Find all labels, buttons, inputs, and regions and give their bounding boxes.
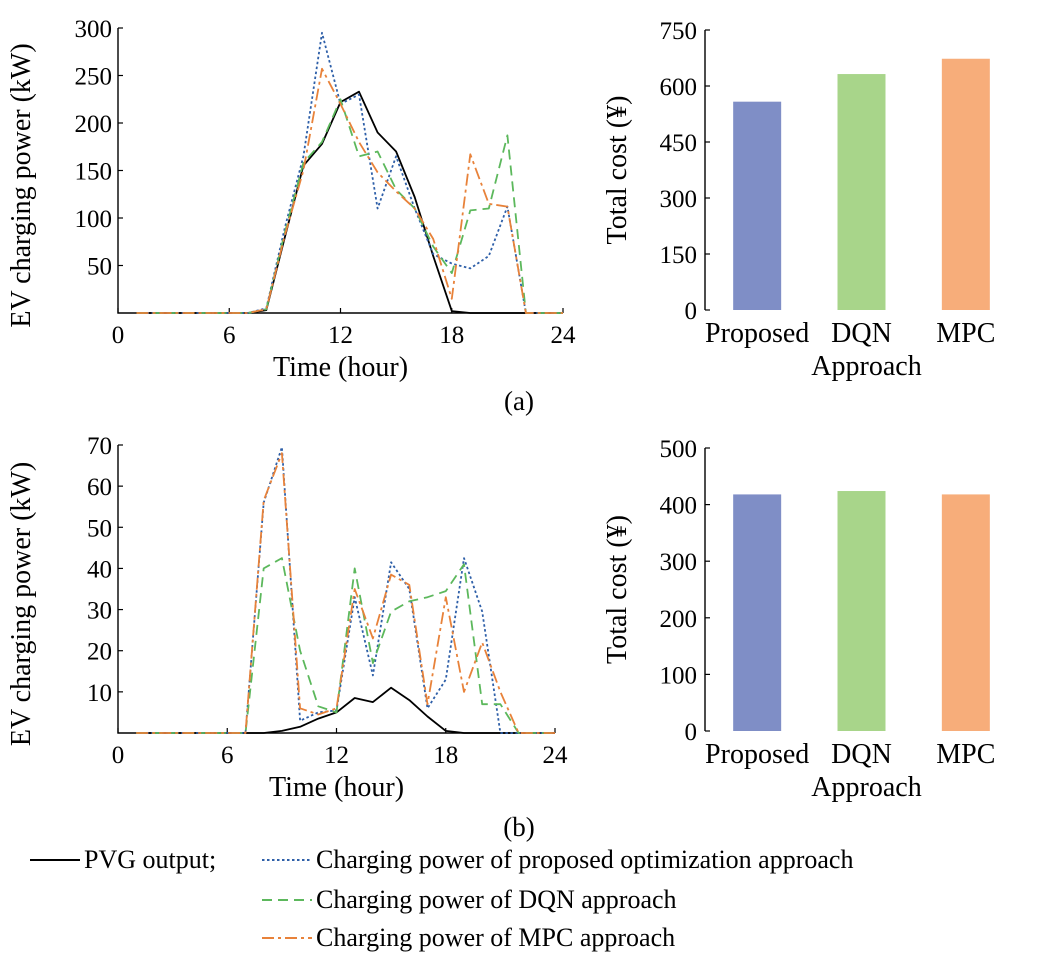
legend-entry-label: PVG output; bbox=[84, 845, 216, 874]
chart-a-time-series: 0 6 12 18 24 50 100 150 200 250 300 Time (hour) EV c… bbox=[6, 16, 576, 383]
y-tick-label: 500 bbox=[660, 436, 698, 463]
x-axis-label: Time (hour) bbox=[273, 352, 408, 383]
x-tick-label: 12 bbox=[324, 742, 349, 769]
bar-mpc bbox=[941, 58, 990, 310]
y-tick-label: 100 bbox=[75, 206, 113, 233]
series-line-mpc bbox=[136, 67, 563, 314]
y-tick-label: 30 bbox=[87, 598, 112, 625]
category-label: Proposed bbox=[705, 739, 809, 770]
legend-entry-label: Charging power of MPC approach bbox=[316, 923, 675, 952]
y-tick-label: 0 bbox=[685, 719, 698, 746]
bar-dqn bbox=[837, 74, 886, 310]
category-label: DQN bbox=[831, 318, 892, 349]
x-axis-label: Approach bbox=[811, 351, 921, 382]
chart-b-total-cost: Proposed DQN MPC 0 100 200 300 400 500 Approach To… bbox=[602, 436, 995, 803]
y-axis-label: Total cost (¥) bbox=[602, 96, 633, 245]
legend-entry-label: Charging power of DQN approach bbox=[316, 885, 677, 914]
category-label: DQN bbox=[831, 739, 892, 770]
y-tick-label: 450 bbox=[660, 130, 698, 157]
y-tick-label: 50 bbox=[87, 515, 112, 542]
panel-label-b: (b) bbox=[503, 812, 534, 842]
series-line-pvg bbox=[136, 686, 555, 734]
chart-a-total-cost: Proposed DQN MPC 0 150 300 450 600 750 Approach To… bbox=[602, 18, 995, 382]
legend-entry-label: Charging power of proposed optimization … bbox=[316, 845, 853, 874]
y-tick-label: 200 bbox=[75, 111, 113, 138]
panel-label-a: (a) bbox=[504, 386, 534, 416]
y-tick-label: 20 bbox=[87, 639, 112, 666]
category-label: MPC bbox=[936, 318, 995, 349]
y-tick-label: 400 bbox=[660, 493, 698, 520]
bar-mpc bbox=[941, 494, 990, 731]
x-tick-label: 12 bbox=[328, 322, 353, 349]
x-tick-label: 0 bbox=[112, 322, 125, 349]
bar-proposed bbox=[733, 101, 782, 311]
y-axis-label: EV charging power (kW) bbox=[6, 43, 37, 327]
y-tick-label: 60 bbox=[87, 474, 112, 501]
y-tick-label: 300 bbox=[660, 186, 698, 213]
series-line-mpc bbox=[136, 452, 555, 734]
chart-b-time-series: 0 6 12 18 24 10 20 30 40 50 60 70 Time (hour) EV char… bbox=[6, 433, 568, 803]
y-tick-label: 250 bbox=[75, 64, 113, 91]
x-tick-label: 18 bbox=[433, 742, 458, 769]
y-tick-label: 300 bbox=[660, 549, 698, 576]
y-tick-label: 200 bbox=[660, 606, 698, 633]
y-tick-label: 40 bbox=[87, 556, 112, 583]
x-axis-label: Approach bbox=[811, 772, 921, 803]
x-tick-label: 6 bbox=[223, 322, 236, 349]
x-tick-label: 6 bbox=[221, 742, 234, 769]
series-line-proposed bbox=[136, 446, 555, 734]
bar-dqn bbox=[837, 491, 886, 731]
y-tick-label: 70 bbox=[87, 433, 112, 460]
y-tick-label: 300 bbox=[75, 16, 113, 43]
series-line-proposed bbox=[136, 31, 563, 314]
x-tick-label: 0 bbox=[112, 742, 125, 769]
x-tick-label: 24 bbox=[551, 322, 577, 349]
y-tick-label: 0 bbox=[685, 298, 698, 325]
y-axis-label: Total cost (¥) bbox=[602, 515, 633, 664]
category-label: Proposed bbox=[705, 318, 809, 349]
axis-frame bbox=[117, 445, 555, 734]
x-axis-label: Time (hour) bbox=[269, 772, 404, 803]
series-line-dqn bbox=[136, 557, 555, 734]
y-tick-label: 150 bbox=[660, 242, 698, 269]
x-tick-label: 24 bbox=[543, 742, 569, 769]
x-tick-label: 18 bbox=[439, 322, 464, 349]
y-tick-label: 100 bbox=[660, 662, 698, 689]
y-axis-label: EV charging power (kW) bbox=[6, 462, 37, 746]
y-tick-label: 600 bbox=[660, 74, 698, 101]
y-tick-label: 10 bbox=[87, 680, 112, 707]
y-tick-label: 750 bbox=[660, 18, 698, 45]
bar-proposed bbox=[733, 494, 782, 731]
axis-frame bbox=[117, 28, 563, 314]
y-tick-label: 150 bbox=[75, 159, 113, 186]
legend: PVG output; Charging power of proposed op… bbox=[30, 845, 853, 952]
y-tick-label: 50 bbox=[87, 254, 112, 281]
category-label: MPC bbox=[936, 739, 995, 770]
